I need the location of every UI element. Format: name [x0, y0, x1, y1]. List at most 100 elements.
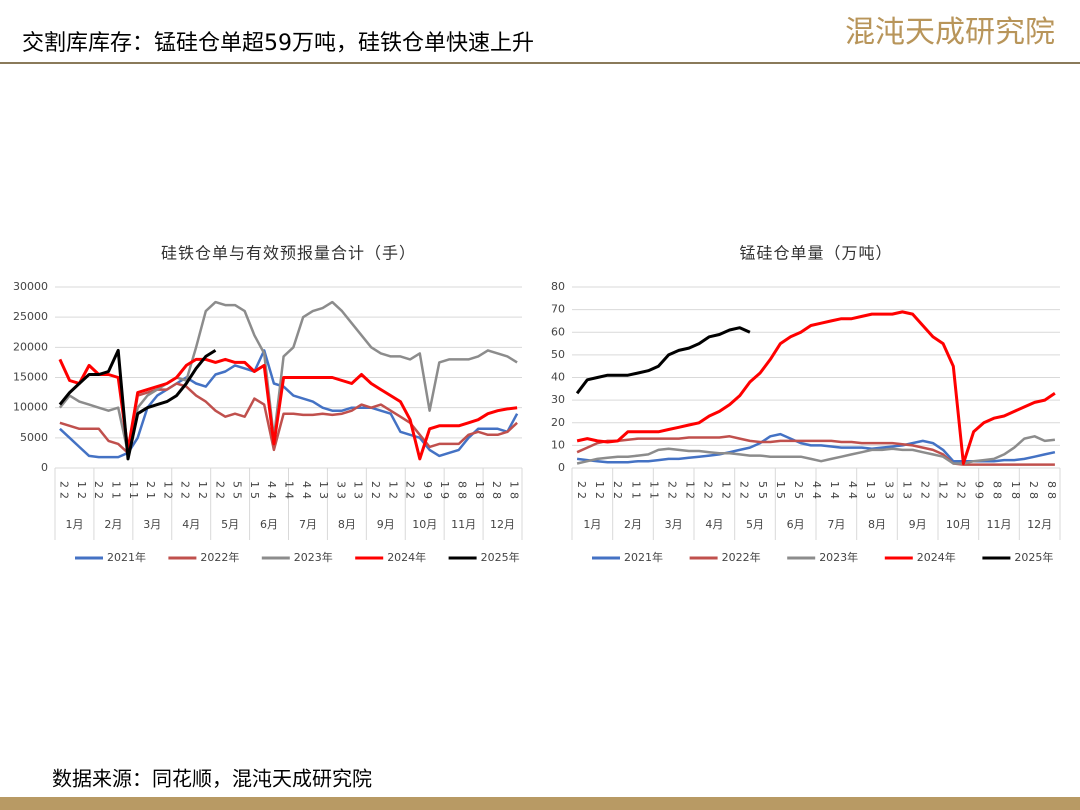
x-tick-label: 15 [248, 481, 261, 503]
y-tick-label: 0 [558, 461, 565, 474]
x-tick-label: 44 [810, 481, 823, 503]
source: 数据来源：同花顺，混沌天成研究院 [52, 767, 372, 791]
x-tick-label: 99 [421, 481, 434, 503]
x-tick-label: 22 [179, 481, 192, 503]
x-group-label: 9月 [909, 518, 927, 531]
chart-title: 锰硅仓单量（万吨） [739, 244, 892, 263]
x-tick-label: 13 [317, 481, 330, 503]
legend-label: 2025年 [481, 550, 520, 564]
x-group-label: 3月 [665, 518, 683, 531]
x-tick-label: 18 [507, 481, 520, 503]
x-tick-label: 22 [702, 481, 715, 503]
x-tick-label: 12 [161, 481, 174, 503]
y-tick-label: 70 [551, 303, 565, 316]
x-tick-label: 21 [144, 481, 157, 503]
x-tick-label: 28 [490, 481, 503, 503]
y-tick-label: 80 [551, 280, 565, 293]
x-tick-label: 55 [231, 481, 244, 503]
x-tick-label: 88 [455, 481, 468, 503]
x-group-label: 8月 [868, 518, 886, 531]
y-tick-label: 40 [551, 371, 565, 384]
x-tick-label: 22 [92, 481, 105, 503]
y-tick-label: 10000 [13, 401, 48, 414]
x-tick-label: 11 [127, 481, 140, 503]
x-group-label: 7月 [827, 518, 845, 531]
legend-label: 2021年 [107, 550, 146, 564]
y-tick-label: 20 [551, 416, 565, 429]
x-group-label: 10月 [412, 518, 437, 531]
x-group-label: 4月 [182, 518, 200, 531]
series-line [59, 349, 519, 459]
x-tick-label: 12 [593, 481, 606, 503]
x-tick-label: 13 [352, 481, 365, 503]
series-line [575, 326, 751, 395]
x-tick-label: 25 [792, 481, 805, 503]
legend-label: 2023年 [819, 550, 858, 564]
x-tick-label: 14 [828, 481, 841, 503]
y-tick-label: 30000 [13, 280, 48, 293]
x-tick-label: 44 [846, 481, 859, 503]
legend-label: 2025年 [1014, 550, 1053, 564]
series-line [576, 435, 1056, 465]
x-group-label: 4月 [705, 518, 723, 531]
x-tick-label: 44 [265, 481, 278, 503]
y-tick-label: 15000 [13, 371, 48, 384]
series-line [576, 435, 1055, 466]
x-tick-label: 88 [991, 481, 1004, 503]
x-tick-label: 22 [58, 481, 71, 503]
x-tick-label: 13 [900, 481, 913, 503]
x-group-label: 12月 [490, 518, 515, 531]
legend-label: 2021年 [624, 550, 663, 564]
x-group-label: 6月 [260, 518, 278, 531]
y-tick-label: 30 [551, 393, 565, 406]
x-group-label: 12月 [1027, 518, 1052, 531]
x-group-label: 7月 [299, 518, 317, 531]
x-group-label: 11月 [451, 518, 476, 531]
x-tick-label: 22 [575, 481, 588, 503]
y-tick-label: 10 [551, 438, 565, 451]
x-tick-label: 18 [473, 481, 486, 503]
y-tick-label: 60 [551, 325, 565, 338]
legend-label: 2022年 [200, 550, 239, 564]
x-tick-label: 44 [300, 481, 313, 503]
x-tick-label: 11 [647, 481, 660, 503]
x-tick-label: 22 [404, 481, 417, 503]
chart-title: 硅铁仓单与有效预报量合计（手） [161, 244, 416, 263]
x-tick-label: 12 [683, 481, 696, 503]
x-group-label: 11月 [987, 518, 1012, 531]
series-line [576, 310, 1056, 465]
series-line [58, 357, 518, 461]
legend-label: 2022年 [722, 550, 761, 564]
footer-bar [0, 797, 1080, 810]
logo: 混沌天成研究院 [845, 15, 1055, 50]
x-tick-label: 99 [973, 481, 986, 503]
y-tick-label: 5000 [20, 431, 48, 444]
x-tick-label: 14 [283, 481, 296, 503]
legend-label: 2024年 [387, 550, 426, 564]
x-group-label: 5月 [221, 518, 239, 531]
x-group-label: 2月 [624, 518, 642, 531]
x-tick-label: 22 [665, 481, 678, 503]
x-tick-label: 18 [1009, 481, 1022, 503]
x-group-label: 9月 [377, 518, 395, 531]
x-tick-label: 28 [1027, 481, 1040, 503]
y-tick-label: 25000 [13, 310, 48, 323]
x-tick-label: 22 [369, 481, 382, 503]
x-tick-label: 33 [882, 481, 895, 503]
x-group-label: 1月 [583, 518, 601, 531]
x-tick-label: 12 [937, 481, 950, 503]
x-tick-label: 22 [738, 481, 751, 503]
legend-label: 2023年 [294, 550, 333, 564]
x-tick-label: 12 [386, 481, 399, 503]
y-tick-label: 50 [551, 348, 565, 361]
x-tick-label: 55 [756, 481, 769, 503]
y-tick-label: 20000 [13, 340, 48, 353]
x-group-label: 6月 [787, 518, 805, 531]
x-group-label: 5月 [746, 518, 764, 531]
x-tick-label: 15 [774, 481, 787, 503]
x-tick-label: 11 [110, 481, 123, 503]
x-tick-label: 33 [334, 481, 347, 503]
x-tick-label: 22 [918, 481, 931, 503]
x-group-label: 8月 [338, 518, 356, 531]
